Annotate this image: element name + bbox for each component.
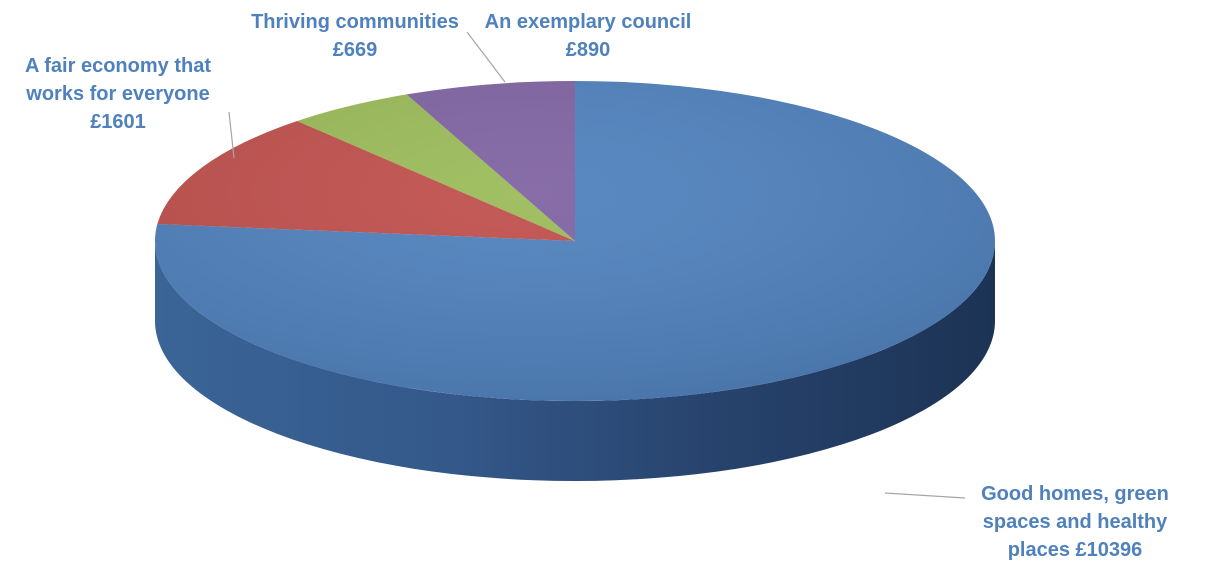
pie-top	[155, 81, 996, 402]
data-label-line: £890	[566, 39, 611, 61]
leader-an-exemplary-council	[466, 31, 506, 83]
data-label-a-fair-economy-that-works-for-everyone: A fair economy that works for everyone £16…	[25, 55, 211, 133]
data-labels: Good homes, green spaces and healthy place…	[25, 11, 1169, 561]
data-label-line: spaces and healthy	[983, 511, 1168, 533]
leader-lines	[228, 31, 966, 499]
data-label-line: places £10396	[1008, 539, 1143, 561]
data-label-line: Thriving communities	[251, 11, 459, 33]
leader-a-fair-economy-that-works-for-everyone	[228, 111, 235, 159]
data-label-line: £669	[333, 39, 378, 61]
data-label-an-exemplary-council: An exemplary council £890	[485, 11, 692, 61]
side-good-homes-green-spaces-and-healthy-places	[155, 241, 995, 481]
data-label-line: A fair economy that	[25, 55, 211, 77]
leader-good-homes-green-spaces-and-healthy-places	[884, 492, 966, 499]
data-label-thriving-communities: Thriving communities £669	[251, 11, 459, 61]
data-label-line: Good homes, green	[981, 483, 1169, 505]
top-shading	[155, 81, 995, 401]
data-label-good-homes-green-spaces-and-healthy-places: Good homes, green spaces and healthy place…	[981, 483, 1169, 561]
data-label-line: An exemplary council	[485, 11, 692, 33]
data-label-line: works for everyone	[25, 83, 209, 105]
pie-side-wall	[155, 241, 995, 481]
data-label-line: £1601	[90, 111, 146, 133]
